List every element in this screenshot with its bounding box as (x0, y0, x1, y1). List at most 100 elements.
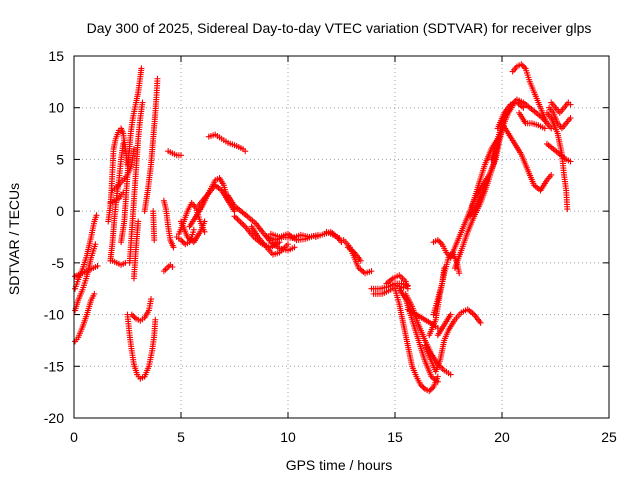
series-mid-2 (160, 261, 176, 275)
plus-marker (148, 296, 155, 303)
series-spike-l (150, 208, 158, 244)
plus-marker (434, 373, 441, 380)
y-tick-label: 5 (56, 151, 64, 167)
plus-marker (231, 208, 238, 215)
plus-marker (477, 319, 484, 326)
series-late-7 (404, 306, 441, 332)
series-late-3 (383, 272, 411, 292)
series-late-25 (548, 99, 574, 116)
series-spike-j (128, 296, 155, 324)
plus-marker (548, 171, 555, 178)
plus-marker (233, 214, 240, 221)
series-mid-1 (160, 197, 177, 251)
series-late-23 (543, 140, 574, 165)
series-mid-8 (178, 218, 208, 246)
series-early-1 (72, 290, 98, 345)
series-spike-g (126, 99, 146, 266)
y-tick-label: -10 (44, 307, 64, 323)
plus-marker (521, 64, 528, 71)
series-late-5 (396, 285, 441, 385)
series-spike-i (124, 311, 159, 382)
plus-marker (135, 218, 142, 225)
x-axis-ticks: 0 5 10 15 20 25 (70, 56, 617, 445)
y-tick-label: 10 (48, 100, 64, 116)
plus-marker (154, 75, 161, 82)
plus-marker (564, 206, 571, 213)
plus-marker (427, 386, 434, 393)
series-early-3 (72, 241, 99, 314)
plus-marker (436, 238, 443, 245)
plus-marker (567, 158, 574, 165)
x-tick-label: 15 (387, 429, 403, 445)
series-late-22 (543, 109, 571, 213)
plus-marker (434, 237, 441, 244)
plus-marker (91, 290, 98, 297)
plus-marker (336, 235, 343, 242)
plus-marker (291, 244, 298, 251)
series-spike-h (130, 218, 142, 282)
series-spike-e (109, 257, 129, 268)
plus-marker (92, 241, 99, 248)
plus-marker (429, 385, 436, 392)
plus-marker (548, 125, 555, 132)
plus-marker (178, 152, 184, 159)
x-tick-label: 0 (70, 429, 78, 445)
y-tick-label: -20 (44, 410, 64, 426)
plus-marker (519, 62, 526, 69)
plus-marker (170, 244, 177, 251)
plus-marker (239, 220, 246, 227)
series-late-10 (430, 265, 448, 318)
plus-marker (139, 99, 146, 106)
plus-marker (447, 311, 454, 318)
plus-marker (404, 285, 411, 292)
series-mid-3 (165, 148, 184, 159)
series-mid-7 (195, 182, 232, 209)
plus-marker (93, 212, 100, 219)
plus-marker (419, 383, 426, 390)
series-mid-6 (186, 175, 238, 230)
plus-marker (434, 378, 441, 385)
x-tick-label: 20 (494, 429, 510, 445)
plus-marker (231, 213, 238, 220)
plus-marker (128, 311, 135, 318)
plus-marker (201, 218, 208, 225)
plus-marker (447, 371, 454, 378)
series-mid-17 (340, 237, 375, 277)
plus-marker (441, 265, 448, 272)
series-mid-9 (205, 131, 249, 155)
y-axis-ticks: -20 -15 -10 -5 0 5 10 15 (44, 48, 609, 426)
y-axis-label: SDTVAR / TECUs (6, 183, 22, 295)
series-late-21 (516, 109, 548, 132)
plus-marker (420, 384, 427, 391)
series-late-11 (434, 311, 454, 339)
plus-marker (285, 241, 291, 248)
plus-marker (151, 237, 158, 244)
series-early-4 (72, 262, 101, 280)
series-late-8 (421, 306, 484, 375)
plus-marker (426, 388, 433, 395)
plus-marker (190, 226, 197, 233)
plus-marker (242, 148, 249, 155)
series-mid-13 (267, 230, 317, 244)
x-tick-label: 5 (177, 429, 185, 445)
plus-marker (94, 262, 101, 269)
plot-frame (73, 55, 610, 419)
plus-marker (567, 101, 574, 108)
plus-marker (357, 257, 364, 264)
plus-marker (417, 381, 424, 388)
plus-marker (138, 65, 145, 72)
y-tick-label: -5 (52, 255, 65, 271)
series-mid-16 (323, 228, 343, 242)
plus-marker (120, 140, 127, 147)
series-late-20 (499, 120, 555, 194)
y-tick-label: 15 (48, 48, 64, 64)
series-late-24 (546, 104, 574, 132)
plus-marker (520, 104, 527, 111)
series-spike-f (118, 65, 145, 246)
series-mid-10 (225, 192, 298, 254)
series-early-2 (72, 212, 100, 292)
plus-marker (541, 125, 548, 132)
plus-marker (130, 312, 137, 319)
chart-title: Day 300 of 2025, Sidereal Day-to-day VTE… (87, 20, 592, 36)
